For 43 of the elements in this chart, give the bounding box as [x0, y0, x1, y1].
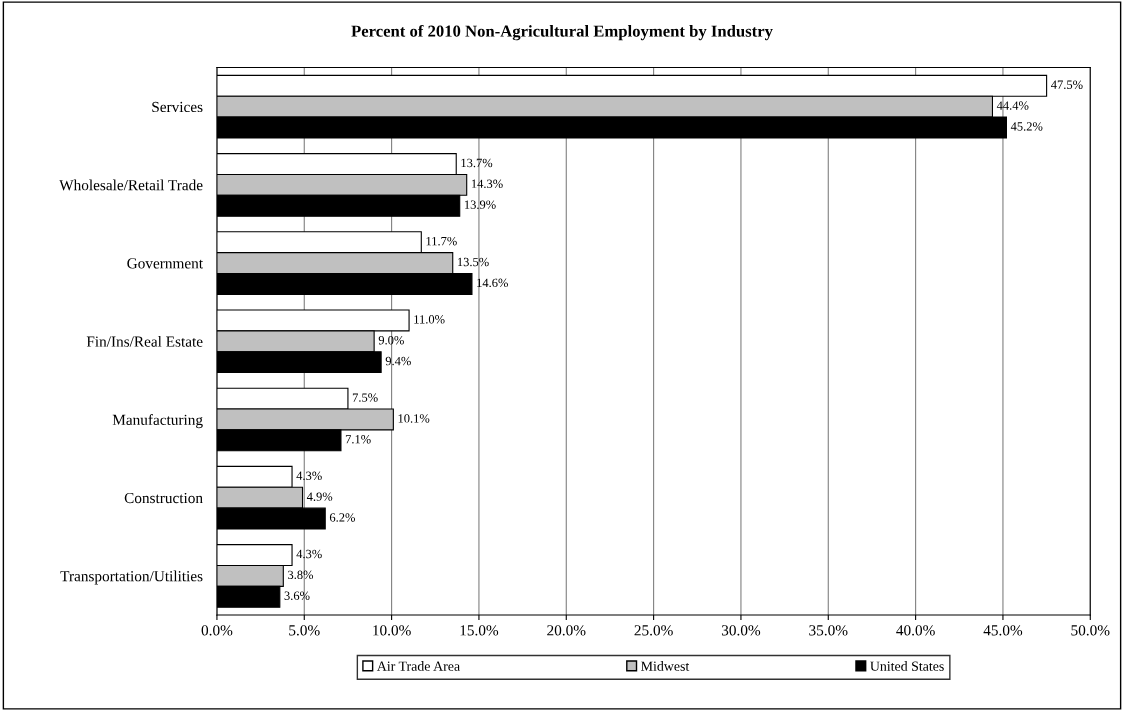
- x-tick-label: 25.0%: [634, 625, 673, 636]
- data-label: 11.0%: [414, 315, 445, 324]
- x-tick-label: 50.0%: [1071, 625, 1110, 636]
- data-label: 3.8%: [288, 570, 314, 580]
- x-tick-label: 0.0%: [201, 625, 233, 636]
- x-tick-label: 5.0%: [289, 625, 320, 636]
- chart-title: Percent of 2010 Non-Agricultural Employment by Industry: [351, 24, 773, 41]
- data-label: 10.1%: [398, 414, 430, 423]
- x-tick-label: 35.0%: [809, 625, 848, 636]
- x-tick-label: 40.0%: [896, 625, 935, 636]
- x-tick-label: 45.0%: [983, 625, 1023, 636]
- legend-label: United States: [870, 661, 944, 671]
- x-tick-label: 30.0%: [721, 625, 761, 636]
- data-label: 14.3%: [471, 179, 503, 189]
- y-tick-label: Wholesale/Retail Trade: [59, 179, 203, 191]
- data-label: 4.3%: [296, 471, 322, 481]
- data-label: 4.3%: [296, 549, 322, 559]
- x-tick-label: 15.0%: [460, 625, 499, 636]
- data-label: 7.1%: [345, 435, 371, 444]
- data-label: 13.5%: [458, 257, 489, 267]
- data-label: 47.5%: [1051, 80, 1083, 89]
- y-tick-label: Manufacturing: [112, 414, 203, 429]
- data-label: 9.4%: [385, 356, 411, 366]
- data-label: 13.9%: [464, 200, 496, 209]
- y-tick-label: Services: [152, 101, 203, 113]
- data-label: 4.9%: [306, 492, 333, 501]
- legend-label: Air Trade Area: [376, 661, 460, 671]
- data-label: 11.7%: [426, 236, 457, 246]
- x-tick-label: 20.0%: [547, 625, 586, 636]
- y-tick-label: Transportation/Utilities: [60, 570, 203, 585]
- data-label: 7.5%: [352, 393, 378, 402]
- data-label: 3.6%: [284, 591, 310, 600]
- x-tick-label: 10.0%: [373, 625, 411, 636]
- data-label: 6.2%: [329, 513, 356, 522]
- data-label: 9.0%: [378, 335, 404, 345]
- y-tick-label: Fin/Ins/Real Estate: [86, 335, 203, 347]
- data-label: 44.4%: [996, 101, 1029, 110]
- y-tick-label: Government: [127, 258, 203, 269]
- y-tick-label: Construction: [124, 492, 203, 504]
- data-label: 13.7%: [461, 158, 493, 168]
- data-label: 45.2%: [1010, 122, 1043, 131]
- legend-label: Midwest: [641, 661, 690, 671]
- data-label: 14.6%: [477, 278, 508, 288]
